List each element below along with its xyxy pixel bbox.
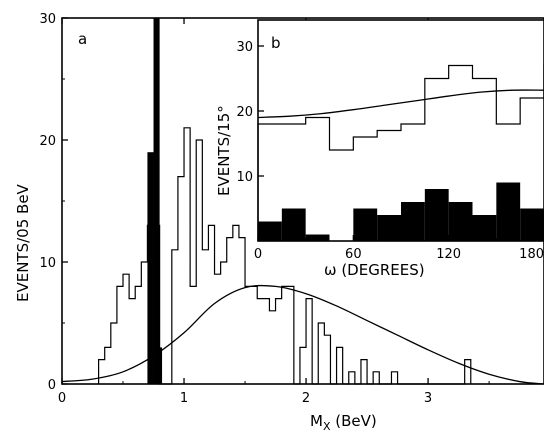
- panel-label-b: b: [271, 34, 281, 52]
- main-x-tick-label: 2: [302, 391, 310, 406]
- inset-plot-ticks: 0 60 120 180 10 20 30: [236, 40, 544, 262]
- main-y-tick-label: 10: [39, 256, 56, 271]
- panel-label-a: a: [78, 30, 87, 48]
- inset-filled-bar: [258, 221, 282, 241]
- inset-y-tick-label: 30: [236, 40, 253, 55]
- inset-filled-bar: [377, 215, 401, 241]
- inset-y-tick-label: 20: [236, 105, 253, 120]
- main-x-axis-label-main: M: [310, 412, 323, 430]
- main-x-axis-label-unit: (BeV): [331, 412, 377, 430]
- inset-x-tick-label: 120: [436, 247, 461, 262]
- inset-filled-bar: [353, 208, 378, 241]
- inset-curve-group: [257, 89, 544, 119]
- inset-curve: [257, 89, 544, 119]
- inset-y-axis-label: EVENTS/15°: [215, 105, 233, 196]
- inset-filled-bar: [496, 182, 521, 241]
- main-y-axis-label: EVENTS/05 BeV: [14, 183, 32, 302]
- inset-x-tick-label: 60: [345, 247, 362, 262]
- main-phase-space-curve: [61, 284, 544, 385]
- inset-filled-bar: [281, 208, 306, 241]
- main-filled-bars-group: [147, 18, 163, 384]
- inset-x-axis-label: ω (DEGREES): [324, 261, 425, 279]
- inset-filled-bar: [472, 215, 497, 241]
- main-y-tick-label: 20: [39, 134, 56, 149]
- inset-open-histogram: [257, 64, 544, 241]
- main-phase-space-curve-group: [61, 284, 544, 385]
- inset-plot-panel-b: 0 60 120 180 10 20 30 b EVENTS/15° ω (DEGREES): [215, 19, 544, 279]
- main-x-axis-label: MX (BeV): [310, 412, 377, 432]
- main-x-tick-label: 0: [58, 391, 66, 406]
- main-filled-bar: [153, 18, 160, 384]
- inset-y-tick-label: 10: [236, 170, 253, 185]
- inset-filled-bar: [424, 189, 449, 241]
- inset-x-tick-label: 0: [254, 247, 262, 262]
- main-y-tick-label: 30: [39, 12, 56, 27]
- main-x-tick-label: 3: [424, 391, 432, 406]
- main-x-axis-label-subscript: X: [323, 420, 331, 432]
- inset-open-histogram-group: [257, 64, 544, 241]
- inset-filled-bar: [448, 202, 473, 241]
- main-filled-bar: [159, 347, 163, 384]
- inset-filled-bar: [520, 208, 544, 241]
- inset-filled-histogram-group: [258, 182, 544, 241]
- main-filled-bar: [147, 152, 154, 384]
- main-y-tick-label: 0: [48, 378, 56, 393]
- inset-filled-bar: [401, 202, 425, 241]
- main-x-tick-label: 1: [180, 391, 188, 406]
- inset-x-tick-label: 180: [519, 247, 544, 262]
- inset-filled-bar: [305, 234, 330, 241]
